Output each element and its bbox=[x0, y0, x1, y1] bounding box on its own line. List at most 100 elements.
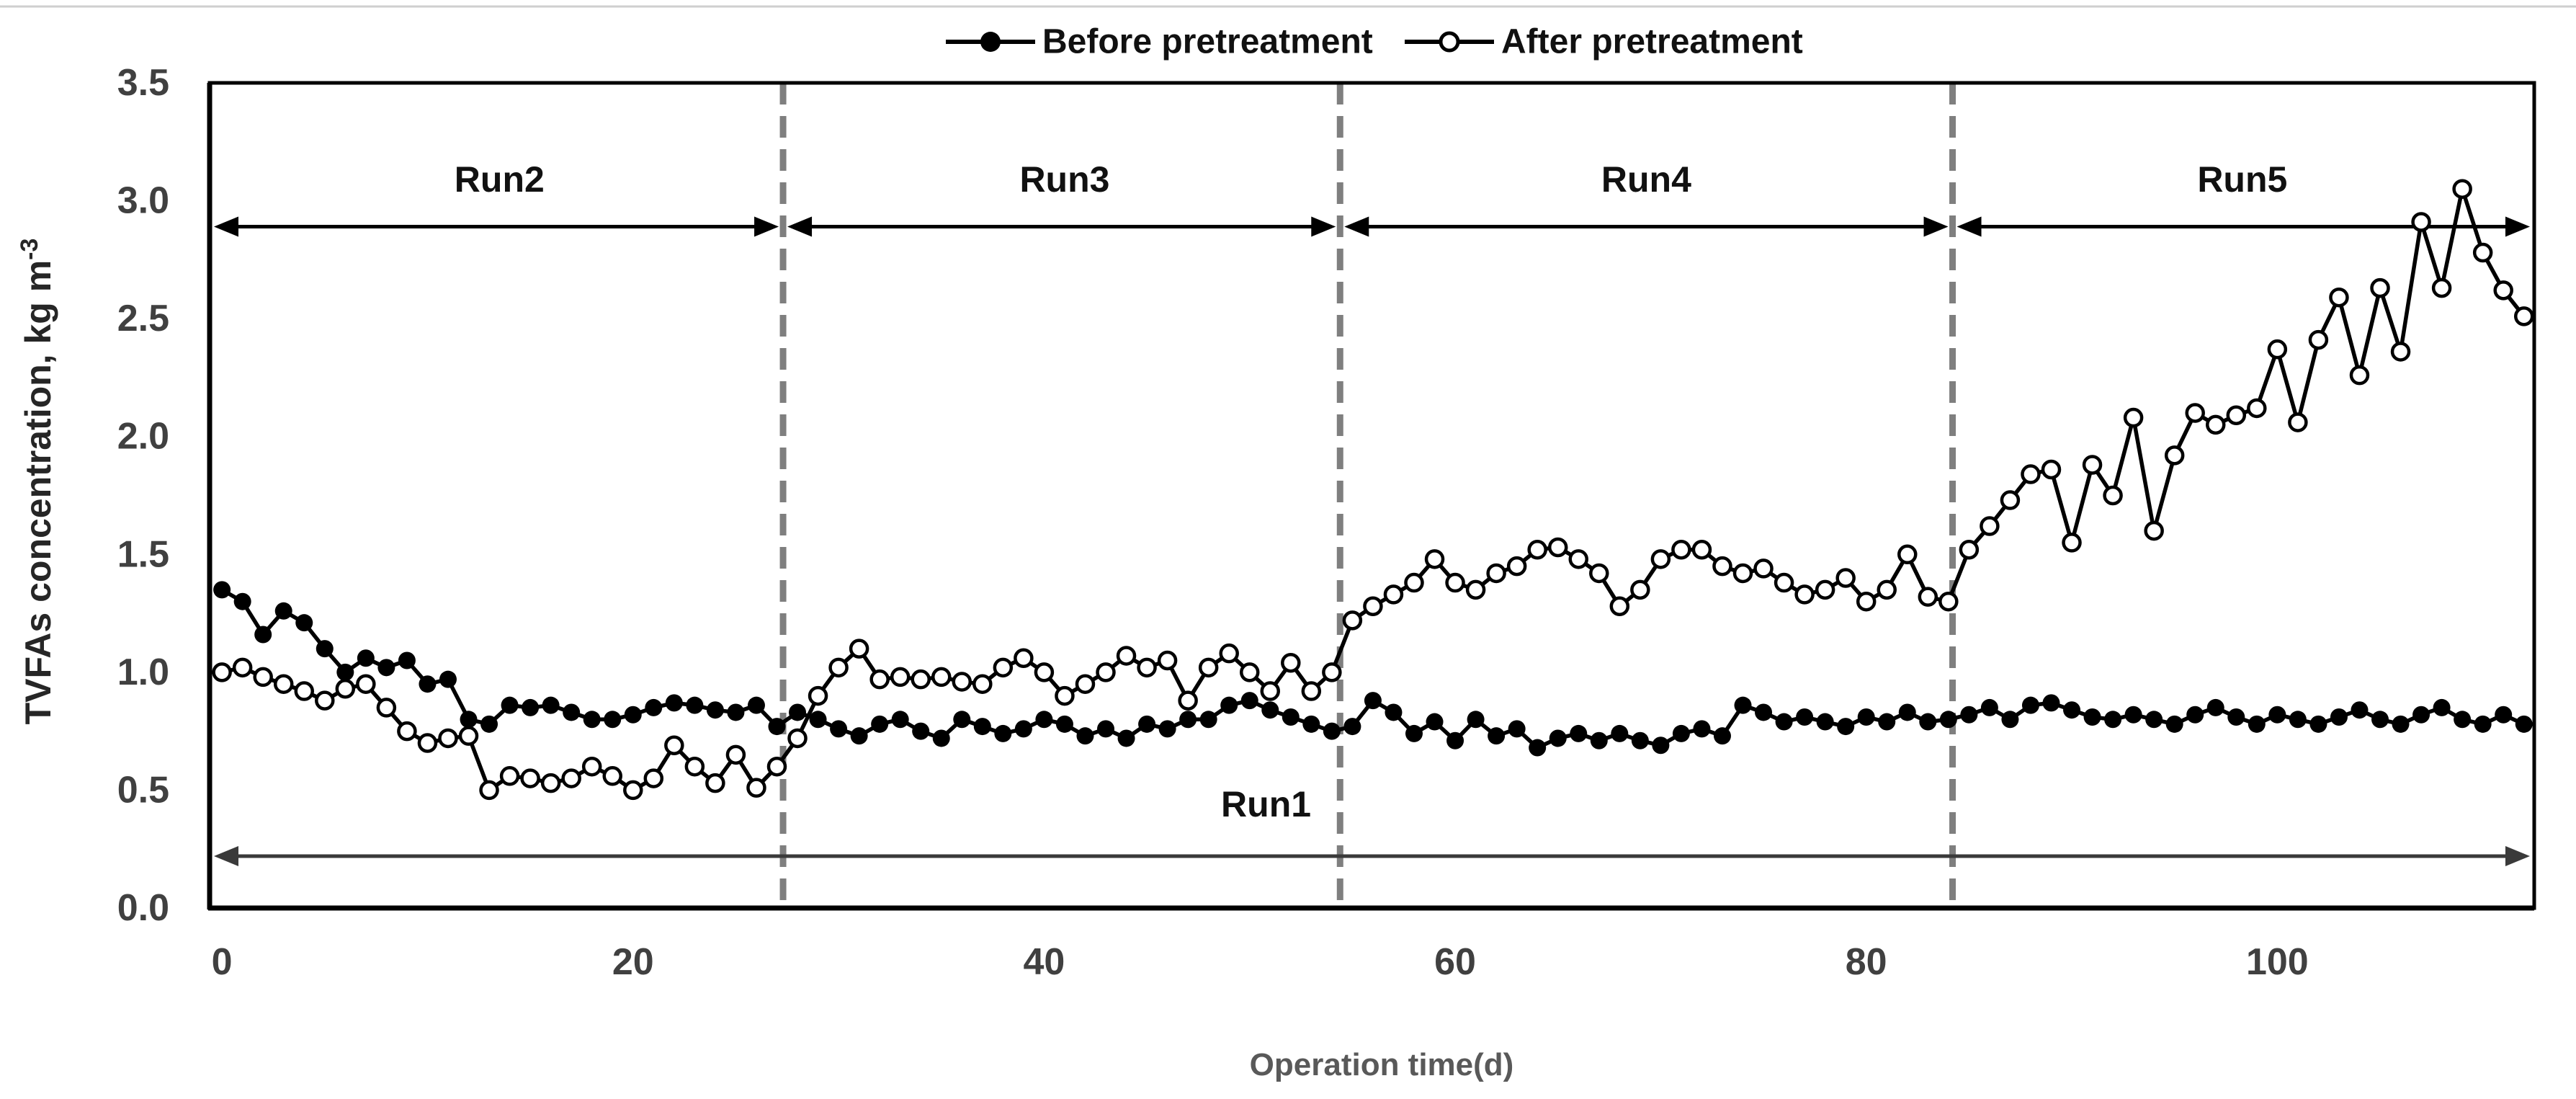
arrow-right-head-icon bbox=[2505, 846, 2530, 867]
legend-label-after: After pretreatment bbox=[1501, 23, 1803, 61]
data-point-open-circle bbox=[1486, 563, 1506, 584]
arrow-left-head-icon bbox=[1956, 216, 1982, 237]
data-point-filled-circle bbox=[233, 592, 251, 610]
data-point-open-circle bbox=[993, 657, 1014, 678]
data-point-filled-circle bbox=[1693, 720, 1711, 738]
data-point-open-circle bbox=[335, 679, 356, 699]
data-point-filled-circle bbox=[1796, 708, 1814, 726]
data-point-open-circle bbox=[1322, 662, 1342, 682]
data-point-open-circle bbox=[2205, 414, 2226, 435]
data-point-filled-circle bbox=[2289, 711, 2307, 729]
run-annotation: Run3 bbox=[787, 159, 1336, 237]
y-tick-label: 1.0 bbox=[117, 651, 169, 693]
arrow-left-head-icon bbox=[787, 216, 813, 237]
data-point-open-circle bbox=[705, 773, 725, 793]
data-point-open-circle bbox=[294, 681, 314, 701]
data-point-filled-circle bbox=[1960, 706, 1978, 724]
data-point-filled-circle bbox=[1467, 711, 1485, 729]
data-point-open-circle bbox=[2472, 242, 2493, 263]
data-point-filled-circle bbox=[1364, 692, 1382, 710]
y-axis-title-superscript: -3 bbox=[16, 239, 43, 260]
legend-item-after: After pretreatment bbox=[1405, 23, 1803, 61]
data-point-open-circle bbox=[2164, 445, 2185, 466]
data-point-filled-circle bbox=[1385, 703, 1403, 721]
data-point-open-circle bbox=[869, 669, 890, 690]
data-point-open-circle bbox=[1753, 559, 1774, 579]
data-point-filled-circle bbox=[1076, 727, 1094, 745]
run-annotation: Run1 bbox=[214, 784, 2530, 867]
data-point-filled-circle bbox=[213, 581, 231, 599]
chart-legend: Before pretreatment After pretreatment bbox=[946, 23, 1803, 61]
data-point-open-circle bbox=[623, 780, 643, 801]
data-point-open-circle bbox=[1404, 572, 1424, 593]
data-point-open-circle bbox=[1691, 539, 1712, 560]
data-point-filled-circle bbox=[1035, 711, 1053, 729]
data-point-filled-circle bbox=[665, 694, 683, 712]
data-point-filled-circle bbox=[1488, 727, 1506, 745]
data-point-open-circle bbox=[1712, 556, 1732, 577]
data-point-open-circle bbox=[1980, 516, 2000, 536]
data-point-filled-circle bbox=[2063, 701, 2081, 719]
data-point-filled-circle bbox=[830, 720, 848, 738]
data-point-open-circle bbox=[1609, 596, 1630, 617]
data-series bbox=[212, 179, 2534, 801]
data-point-open-circle bbox=[561, 768, 581, 788]
data-point-filled-circle bbox=[1138, 715, 1156, 733]
data-point-open-circle bbox=[1815, 579, 1835, 600]
data-point-open-circle bbox=[766, 756, 787, 777]
data-point-filled-circle bbox=[1816, 713, 1834, 731]
run-annotations: Run2 Run3 Run4 Run5 Run1 bbox=[214, 159, 2530, 867]
data-point-filled-circle bbox=[2248, 715, 2266, 733]
run-label: Run3 bbox=[1019, 159, 1109, 200]
data-point-open-circle bbox=[1034, 662, 1055, 682]
data-point-filled-circle bbox=[809, 711, 827, 729]
data-point-open-circle bbox=[1959, 539, 1980, 560]
data-point-filled-circle bbox=[2165, 715, 2183, 733]
data-point-filled-circle bbox=[1713, 727, 1731, 745]
data-point-filled-circle bbox=[542, 696, 560, 714]
y-axis-title-main: TVFAs concentration, kg m bbox=[18, 260, 58, 725]
data-point-filled-circle bbox=[1199, 711, 1217, 729]
y-tick-label: 2.0 bbox=[117, 416, 169, 458]
data-point-filled-circle bbox=[1837, 718, 1855, 736]
arrow-right-head-icon bbox=[754, 216, 779, 237]
data-point-filled-circle bbox=[1857, 708, 1875, 726]
arrow-right-head-icon bbox=[1923, 216, 1949, 237]
data-point-filled-circle bbox=[1652, 737, 1670, 755]
data-point-open-circle bbox=[1897, 544, 1918, 565]
open-circle-marker-icon bbox=[1439, 31, 1460, 53]
data-point-open-circle bbox=[315, 690, 335, 711]
data-point-filled-circle bbox=[932, 729, 950, 747]
legend-label-before: Before pretreatment bbox=[1042, 23, 1373, 61]
data-point-open-circle bbox=[1589, 563, 1609, 584]
data-point-filled-circle bbox=[747, 696, 765, 714]
run-annotation: Run4 bbox=[1344, 159, 1949, 237]
data-point-filled-circle bbox=[1158, 720, 1176, 738]
run-divider-lines bbox=[779, 83, 1956, 908]
data-point-filled-circle bbox=[2186, 706, 2204, 724]
data-point-open-circle bbox=[1301, 681, 1322, 701]
data-point-open-circle bbox=[1157, 650, 1178, 671]
data-point-filled-circle bbox=[2495, 706, 2513, 724]
data-point-open-circle bbox=[1835, 568, 1856, 588]
data-point-filled-circle bbox=[1117, 729, 1135, 747]
run-label: Run2 bbox=[455, 159, 545, 200]
x-axis-title: Operation time(d) bbox=[1250, 1047, 1514, 1082]
data-point-filled-circle bbox=[2454, 711, 2472, 729]
run-label: Run4 bbox=[1601, 159, 1691, 200]
data-point-filled-circle bbox=[1898, 703, 1916, 721]
data-point-filled-circle bbox=[1302, 715, 1320, 733]
filled-circle-marker-icon bbox=[980, 32, 1001, 52]
data-point-filled-circle bbox=[2330, 708, 2348, 726]
run-label: Run1 bbox=[1221, 784, 1311, 824]
data-point-filled-circle bbox=[1570, 724, 1588, 742]
data-point-open-circle bbox=[438, 728, 458, 749]
data-point-filled-circle bbox=[706, 701, 724, 719]
data-point-open-circle bbox=[1732, 563, 1753, 584]
data-point-filled-circle bbox=[2268, 706, 2286, 724]
data-point-filled-circle bbox=[501, 696, 519, 714]
x-tick-label: 0 bbox=[212, 941, 233, 983]
data-point-filled-circle bbox=[1261, 701, 1279, 719]
data-point-open-circle bbox=[2082, 455, 2103, 475]
data-point-open-circle bbox=[1445, 572, 1465, 593]
